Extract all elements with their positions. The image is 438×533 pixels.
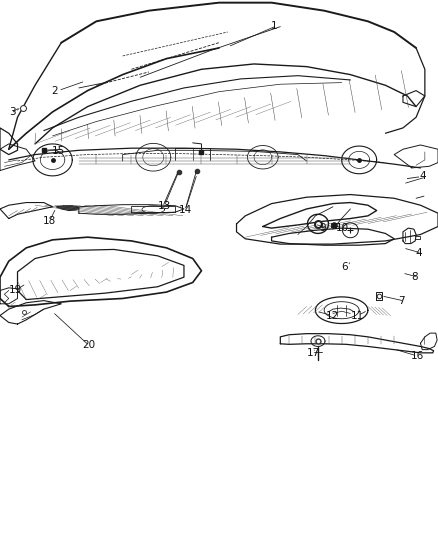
Text: 11: 11 [351, 311, 364, 320]
Text: 9: 9 [320, 223, 326, 233]
Text: 8: 8 [412, 272, 418, 282]
Text: 4: 4 [415, 248, 422, 258]
Text: 14: 14 [179, 205, 192, 215]
Text: 15: 15 [52, 147, 65, 156]
Text: 20: 20 [82, 341, 95, 350]
Text: 19: 19 [9, 286, 22, 295]
Text: 10: 10 [336, 223, 349, 233]
Text: 1: 1 [271, 21, 277, 30]
Polygon shape [56, 206, 79, 211]
Text: 16: 16 [411, 351, 424, 361]
Text: 13: 13 [158, 201, 171, 211]
Text: 7: 7 [399, 296, 405, 306]
Text: 4: 4 [420, 171, 426, 181]
Text: 18: 18 [43, 216, 56, 226]
Text: 6: 6 [342, 262, 348, 271]
Text: 3: 3 [9, 107, 15, 117]
Text: 17: 17 [307, 348, 320, 358]
Text: 2: 2 [52, 86, 58, 95]
Text: 12: 12 [326, 311, 339, 320]
